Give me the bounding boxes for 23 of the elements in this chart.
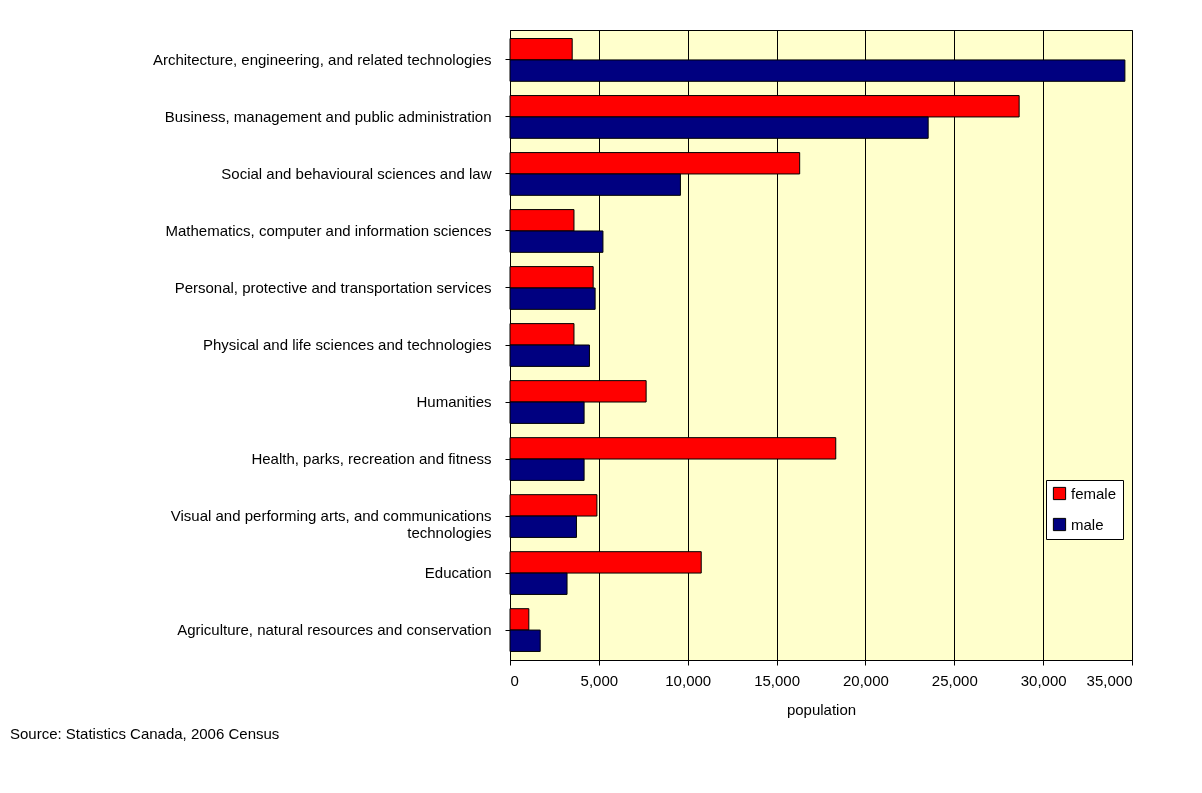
legend-label: female — [1071, 484, 1117, 502]
x-tick-label: 20,000 — [842, 671, 889, 689]
x-tick-label: 30,000 — [1020, 671, 1067, 689]
x-tick-label: 25,000 — [931, 671, 978, 689]
source-note: Source: Statistics Canada, 2006 Census — [10, 725, 280, 742]
y-tick-label: Physical and life sciences and technologies — [202, 336, 492, 353]
y-tick-label: Agriculture, natural resources and conservation — [177, 621, 492, 639]
y-tick-label: Personal, protective and transportation services — [174, 278, 492, 296]
y-tick-label: Education — [424, 564, 492, 582]
x-tick-label: 35,000 — [1086, 671, 1133, 689]
x-tick-label: 15,000 — [754, 671, 801, 689]
x-tick-label: 10,000 — [665, 671, 712, 689]
y-tick-label: Social and behavioural sciences and law — [221, 164, 492, 182]
y-tick-label: Visual and performing arts, and communications technologies — [170, 507, 492, 542]
legend-label: male — [1071, 515, 1104, 533]
x-axis-title: population — [786, 700, 857, 718]
y-tick-label: Humanities — [416, 393, 492, 411]
x-tick-label: 5,000 — [580, 671, 619, 689]
y-tick-label: Architecture, engineering, and related technologies — [152, 50, 492, 68]
y-tick-label: Health, parks, recreation and fitness — [251, 450, 492, 468]
y-tick-label: Mathematics, computer and information sciences — [165, 221, 492, 239]
x-tick-label: 0 — [510, 671, 519, 689]
y-tick-label: Business, management and public administration — [164, 107, 492, 125]
